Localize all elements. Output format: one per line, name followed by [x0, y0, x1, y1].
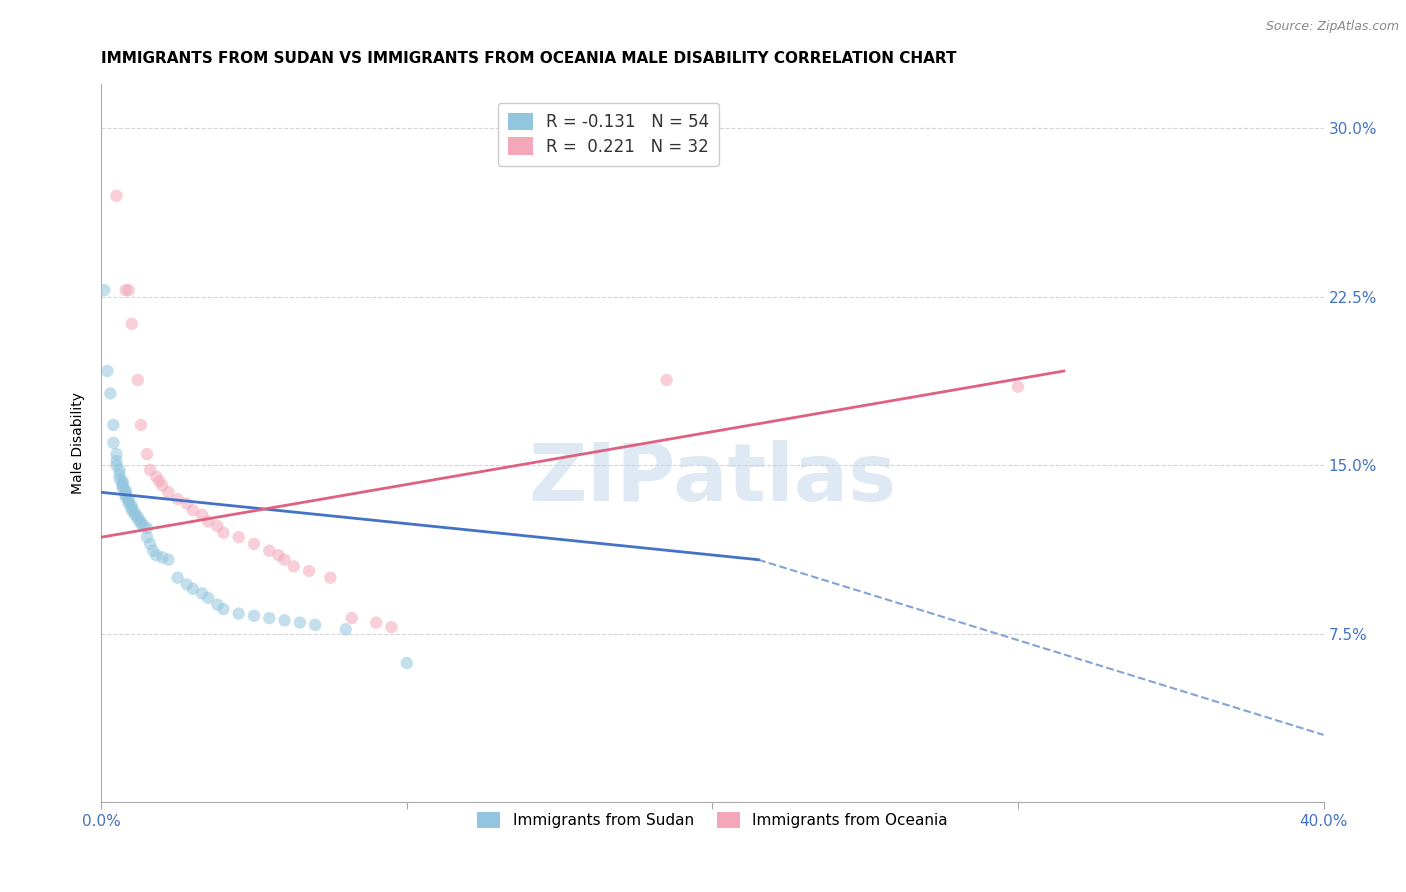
- Point: [127, 510, 149, 524]
- Y-axis label: Male Disability: Male Disability: [72, 392, 86, 494]
- Point: [108, 472, 131, 486]
- Point: [100, 386, 122, 401]
- Point: [121, 501, 143, 516]
- Point: [243, 537, 266, 551]
- Point: [150, 550, 173, 565]
- Point: [288, 615, 311, 630]
- Point: [93, 283, 115, 297]
- Point: [108, 467, 131, 482]
- Point: [129, 515, 152, 529]
- Point: [118, 494, 141, 508]
- Point: [197, 591, 219, 605]
- Point: [142, 543, 165, 558]
- Point: [243, 608, 266, 623]
- Point: [105, 447, 128, 461]
- Point: [114, 485, 136, 500]
- Point: [118, 491, 141, 506]
- Point: [127, 512, 149, 526]
- Point: [304, 617, 326, 632]
- Point: [118, 283, 141, 297]
- Point: [121, 317, 143, 331]
- Point: [207, 598, 229, 612]
- Point: [259, 611, 281, 625]
- Point: [136, 521, 159, 535]
- Point: [228, 607, 250, 621]
- Point: [207, 519, 229, 533]
- Point: [267, 548, 290, 562]
- Point: [655, 373, 678, 387]
- Text: Source: ZipAtlas.com: Source: ZipAtlas.com: [1265, 20, 1399, 33]
- Text: IMMIGRANTS FROM SUDAN VS IMMIGRANTS FROM OCEANIA MALE DISABILITY CORRELATION CHA: IMMIGRANTS FROM SUDAN VS IMMIGRANTS FROM…: [101, 51, 956, 66]
- Point: [105, 189, 128, 203]
- Point: [114, 283, 136, 297]
- Point: [132, 519, 155, 533]
- Point: [340, 611, 363, 625]
- Point: [96, 364, 118, 378]
- Point: [105, 458, 128, 473]
- Point: [395, 656, 418, 670]
- Point: [111, 476, 134, 491]
- Point: [108, 463, 131, 477]
- Point: [145, 548, 167, 562]
- Point: [298, 564, 321, 578]
- Point: [124, 508, 146, 522]
- Point: [273, 613, 295, 627]
- Point: [273, 552, 295, 566]
- Point: [111, 478, 134, 492]
- Point: [111, 474, 134, 488]
- Point: [121, 499, 143, 513]
- Point: [380, 620, 402, 634]
- Point: [319, 571, 342, 585]
- Point: [139, 463, 162, 477]
- Point: [283, 559, 305, 574]
- Point: [259, 543, 281, 558]
- Point: [166, 571, 188, 585]
- Point: [191, 586, 214, 600]
- Point: [114, 487, 136, 501]
- Point: [111, 481, 134, 495]
- Point: [181, 582, 204, 596]
- Point: [157, 485, 180, 500]
- Point: [118, 496, 141, 510]
- Point: [129, 417, 152, 432]
- Point: [114, 490, 136, 504]
- Point: [176, 577, 198, 591]
- Point: [166, 491, 188, 506]
- Point: [191, 508, 214, 522]
- Point: [139, 537, 162, 551]
- Point: [105, 454, 128, 468]
- Point: [148, 474, 170, 488]
- Point: [228, 530, 250, 544]
- Legend: Immigrants from Sudan, Immigrants from Oceania: Immigrants from Sudan, Immigrants from O…: [471, 806, 953, 834]
- Point: [103, 436, 125, 450]
- Point: [136, 447, 159, 461]
- Point: [181, 503, 204, 517]
- Point: [127, 373, 149, 387]
- Point: [1007, 380, 1029, 394]
- Point: [197, 515, 219, 529]
- Point: [212, 602, 235, 616]
- Point: [335, 623, 357, 637]
- Point: [150, 478, 173, 492]
- Point: [176, 496, 198, 510]
- Point: [124, 506, 146, 520]
- Point: [114, 483, 136, 497]
- Point: [129, 516, 152, 531]
- Point: [136, 530, 159, 544]
- Point: [212, 525, 235, 540]
- Point: [145, 469, 167, 483]
- Text: ZIPatlas: ZIPatlas: [529, 440, 897, 518]
- Point: [103, 417, 125, 432]
- Point: [121, 503, 143, 517]
- Point: [366, 615, 388, 630]
- Point: [157, 552, 180, 566]
